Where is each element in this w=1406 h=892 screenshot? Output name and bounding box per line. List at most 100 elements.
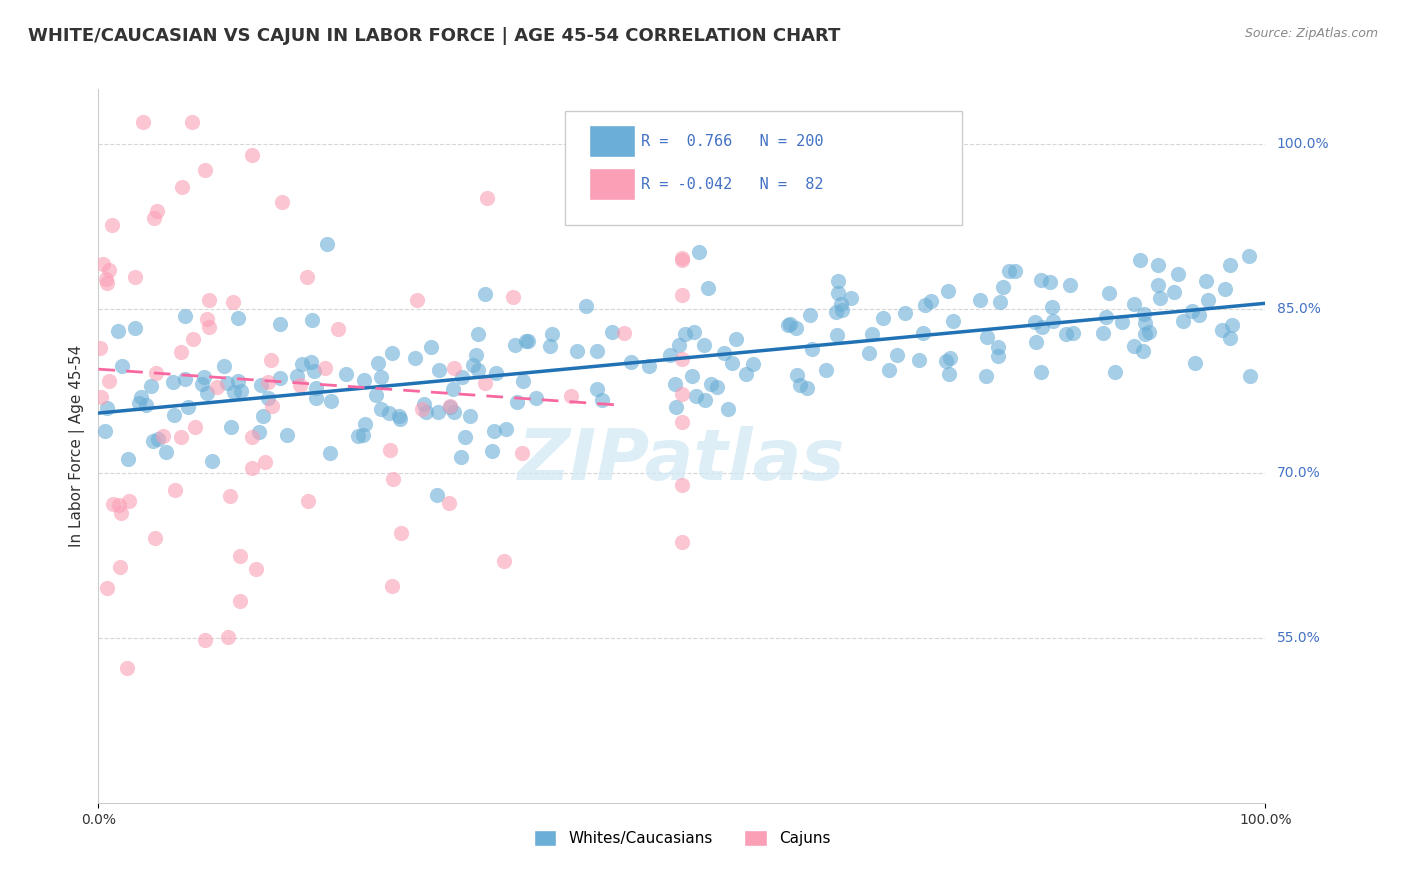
Whites/Caucasians bbox=[1004, 264, 1026, 278]
Cajuns bbox=[228, 593, 250, 607]
Whites/Caucasians bbox=[301, 313, 323, 327]
Whites/Caucasians bbox=[96, 401, 118, 415]
Whites/Caucasians bbox=[142, 434, 165, 448]
Whites/Caucasians bbox=[451, 369, 474, 384]
Cajuns bbox=[671, 351, 693, 366]
Cajuns bbox=[229, 549, 252, 564]
Cajuns bbox=[181, 332, 204, 346]
Cajuns bbox=[163, 483, 186, 498]
Cajuns bbox=[145, 366, 167, 380]
Whites/Caucasians bbox=[987, 349, 1010, 363]
Whites/Caucasians bbox=[776, 318, 799, 333]
Whites/Caucasians bbox=[443, 382, 465, 396]
Cajuns bbox=[143, 211, 166, 226]
Whites/Caucasians bbox=[825, 327, 848, 342]
Whites/Caucasians bbox=[222, 384, 245, 399]
Whites/Caucasians bbox=[291, 357, 314, 371]
Whites/Caucasians bbox=[827, 274, 849, 288]
Cajuns bbox=[205, 380, 228, 394]
Whites/Caucasians bbox=[939, 351, 962, 366]
Whites/Caucasians bbox=[789, 377, 811, 392]
Whites/Caucasians bbox=[1054, 327, 1077, 342]
Cajuns bbox=[169, 344, 191, 359]
Whites/Caucasians bbox=[131, 390, 153, 404]
Whites/Caucasians bbox=[1147, 277, 1170, 292]
Whites/Caucasians bbox=[893, 306, 915, 320]
Whites/Caucasians bbox=[664, 376, 686, 391]
Whites/Caucasians bbox=[987, 340, 1010, 354]
Whites/Caucasians bbox=[665, 400, 688, 414]
Whites/Caucasians bbox=[316, 236, 339, 251]
Whites/Caucasians bbox=[173, 372, 195, 386]
Whites/Caucasians bbox=[600, 325, 623, 339]
Whites/Caucasians bbox=[779, 317, 801, 331]
Whites/Caucasians bbox=[1219, 258, 1241, 272]
Whites/Caucasians bbox=[801, 342, 824, 356]
Cajuns bbox=[240, 148, 263, 162]
Cajuns bbox=[502, 290, 524, 304]
Cajuns bbox=[492, 554, 515, 568]
Whites/Caucasians bbox=[302, 364, 325, 378]
FancyBboxPatch shape bbox=[589, 125, 636, 157]
Whites/Caucasians bbox=[506, 394, 529, 409]
Whites/Caucasians bbox=[706, 379, 728, 393]
Cajuns bbox=[118, 494, 141, 508]
Cajuns bbox=[671, 252, 693, 267]
Whites/Caucasians bbox=[938, 368, 960, 382]
Whites/Caucasians bbox=[1188, 309, 1211, 323]
Whites/Caucasians bbox=[214, 359, 236, 373]
Whites/Caucasians bbox=[276, 427, 298, 442]
Whites/Caucasians bbox=[117, 451, 139, 466]
Cajuns bbox=[101, 218, 124, 232]
Cajuns bbox=[262, 399, 284, 413]
Whites/Caucasians bbox=[974, 368, 997, 383]
Whites/Caucasians bbox=[515, 334, 537, 348]
Whites/Caucasians bbox=[269, 318, 291, 332]
Cajuns bbox=[378, 443, 401, 458]
Whites/Caucasians bbox=[1091, 326, 1114, 341]
Cajuns bbox=[198, 319, 221, 334]
Cajuns bbox=[610, 118, 633, 132]
Whites/Caucasians bbox=[503, 337, 526, 351]
Whites/Caucasians bbox=[1173, 314, 1195, 328]
Cajuns bbox=[152, 429, 174, 443]
Whites/Caucasians bbox=[912, 326, 935, 340]
Whites/Caucasians bbox=[352, 428, 374, 442]
Whites/Caucasians bbox=[942, 314, 965, 328]
Whites/Caucasians bbox=[700, 377, 723, 392]
Cajuns bbox=[328, 322, 350, 336]
Cajuns bbox=[297, 494, 319, 508]
Text: 100.0%: 100.0% bbox=[1277, 137, 1329, 151]
Whites/Caucasians bbox=[370, 370, 392, 384]
Whites/Caucasians bbox=[825, 305, 848, 319]
Whites/Caucasians bbox=[252, 409, 274, 424]
Cajuns bbox=[671, 288, 693, 302]
Whites/Caucasians bbox=[215, 376, 238, 391]
Cajuns bbox=[411, 401, 433, 416]
Whites/Caucasians bbox=[1135, 326, 1157, 341]
Whites/Caucasians bbox=[1031, 365, 1053, 379]
Cajuns bbox=[97, 374, 120, 388]
Whites/Caucasians bbox=[128, 395, 150, 409]
Whites/Caucasians bbox=[467, 363, 489, 377]
Whites/Caucasians bbox=[124, 321, 146, 335]
Whites/Caucasians bbox=[1025, 334, 1047, 349]
Cajuns bbox=[108, 498, 131, 512]
Whites/Caucasians bbox=[450, 450, 472, 464]
Cajuns bbox=[671, 478, 693, 492]
Whites/Caucasians bbox=[1135, 316, 1157, 330]
Whites/Caucasians bbox=[381, 345, 404, 359]
Whites/Caucasians bbox=[1213, 282, 1236, 296]
Cajuns bbox=[240, 430, 263, 444]
Cajuns bbox=[96, 276, 118, 290]
Cajuns bbox=[257, 375, 280, 389]
Whites/Caucasians bbox=[1133, 307, 1156, 321]
Cajuns bbox=[124, 269, 146, 284]
Text: 85.0%: 85.0% bbox=[1277, 301, 1320, 316]
Whites/Caucasians bbox=[1029, 273, 1052, 287]
Whites/Caucasians bbox=[388, 409, 411, 424]
Whites/Caucasians bbox=[174, 309, 197, 323]
Whites/Caucasians bbox=[1062, 326, 1084, 341]
Whites/Caucasians bbox=[190, 376, 212, 391]
Cajuns bbox=[443, 361, 465, 376]
